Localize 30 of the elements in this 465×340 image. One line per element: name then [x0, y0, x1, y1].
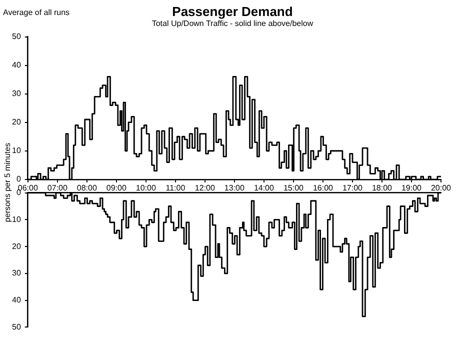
x-tick-label: 09:00	[106, 183, 127, 192]
y-tick-label: 40	[12, 60, 22, 70]
x-tick-label: 20:00	[430, 183, 452, 192]
x-tick-label: 06:00	[18, 183, 38, 192]
y-tick-label: 10	[12, 214, 22, 224]
x-tick-label: 17:00	[342, 183, 364, 192]
chart-subtitle: Total Up/Down Traffic - solid line above/below	[150, 19, 314, 28]
y-tick-label: 50	[12, 32, 22, 42]
x-tick-label: 07:00	[47, 183, 68, 192]
x-tick-label: 15:00	[283, 183, 304, 192]
x-tick-label: 18:00	[372, 183, 393, 192]
y-tick-label: 20	[12, 118, 22, 127]
y-tick-label: 0	[16, 174, 22, 184]
x-tick-label: 13:00	[224, 183, 246, 192]
x-tick-label: 16:00	[312, 183, 334, 192]
y-tick-label: 10	[12, 146, 22, 156]
x-tick-label: 19:00	[401, 183, 422, 192]
x-tick-label: 14:00	[254, 183, 275, 192]
x-tick-label: 12:00	[194, 183, 216, 192]
text: Average of all runs	[3, 8, 70, 17]
chart-title: Passenger Demand	[172, 4, 293, 19]
x-tick-label: 08:00	[76, 183, 98, 192]
y-axis-title: persons per 5 minutes	[2, 142, 12, 222]
y-tick-label: 30	[12, 268, 22, 278]
x-tick-label: 11:00	[166, 183, 186, 192]
y-tick-label: 40	[12, 296, 22, 305]
y-tick-label: 50	[12, 322, 22, 332]
y-tick-label: 20	[12, 242, 22, 251]
y-tick-label: 30	[12, 89, 22, 98]
x-tick-label: 10:00	[136, 183, 156, 192]
